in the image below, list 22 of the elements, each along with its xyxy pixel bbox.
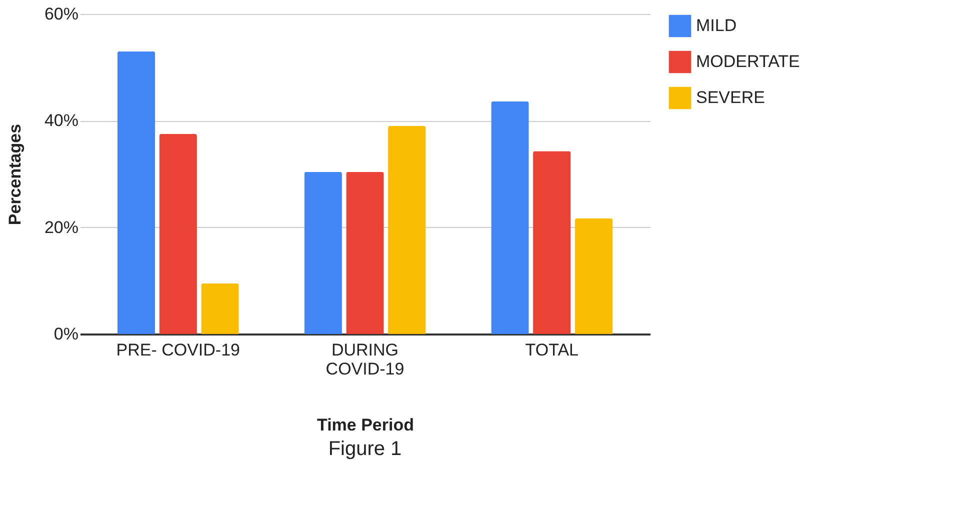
y-tick-label: 0% bbox=[54, 324, 78, 344]
bar bbox=[574, 218, 613, 334]
bar bbox=[346, 172, 384, 334]
bar bbox=[304, 172, 342, 334]
legend-label: MODERTATE bbox=[696, 52, 800, 71]
bar bbox=[388, 126, 426, 334]
x-tick-label: PRE- COVID-19 bbox=[116, 340, 240, 360]
x-axis-title: Time Period bbox=[317, 416, 414, 434]
x-tick-label: TOTAL bbox=[525, 340, 578, 360]
bar bbox=[491, 101, 529, 334]
y-tick-label: 60% bbox=[44, 4, 78, 24]
y-tick-label: 40% bbox=[44, 111, 78, 130]
caption: Figure 1 bbox=[328, 438, 402, 460]
legend-label: MILD bbox=[696, 16, 737, 35]
legend-label: SEVERE bbox=[696, 88, 765, 107]
y-axis-title: Percentages bbox=[5, 124, 24, 226]
y-tick-label: 20% bbox=[44, 218, 78, 237]
bar bbox=[533, 151, 571, 334]
x-tick-label: DURING COVID-19 bbox=[326, 340, 404, 378]
bar bbox=[117, 51, 156, 334]
bar bbox=[201, 283, 239, 334]
bar bbox=[159, 134, 197, 334]
